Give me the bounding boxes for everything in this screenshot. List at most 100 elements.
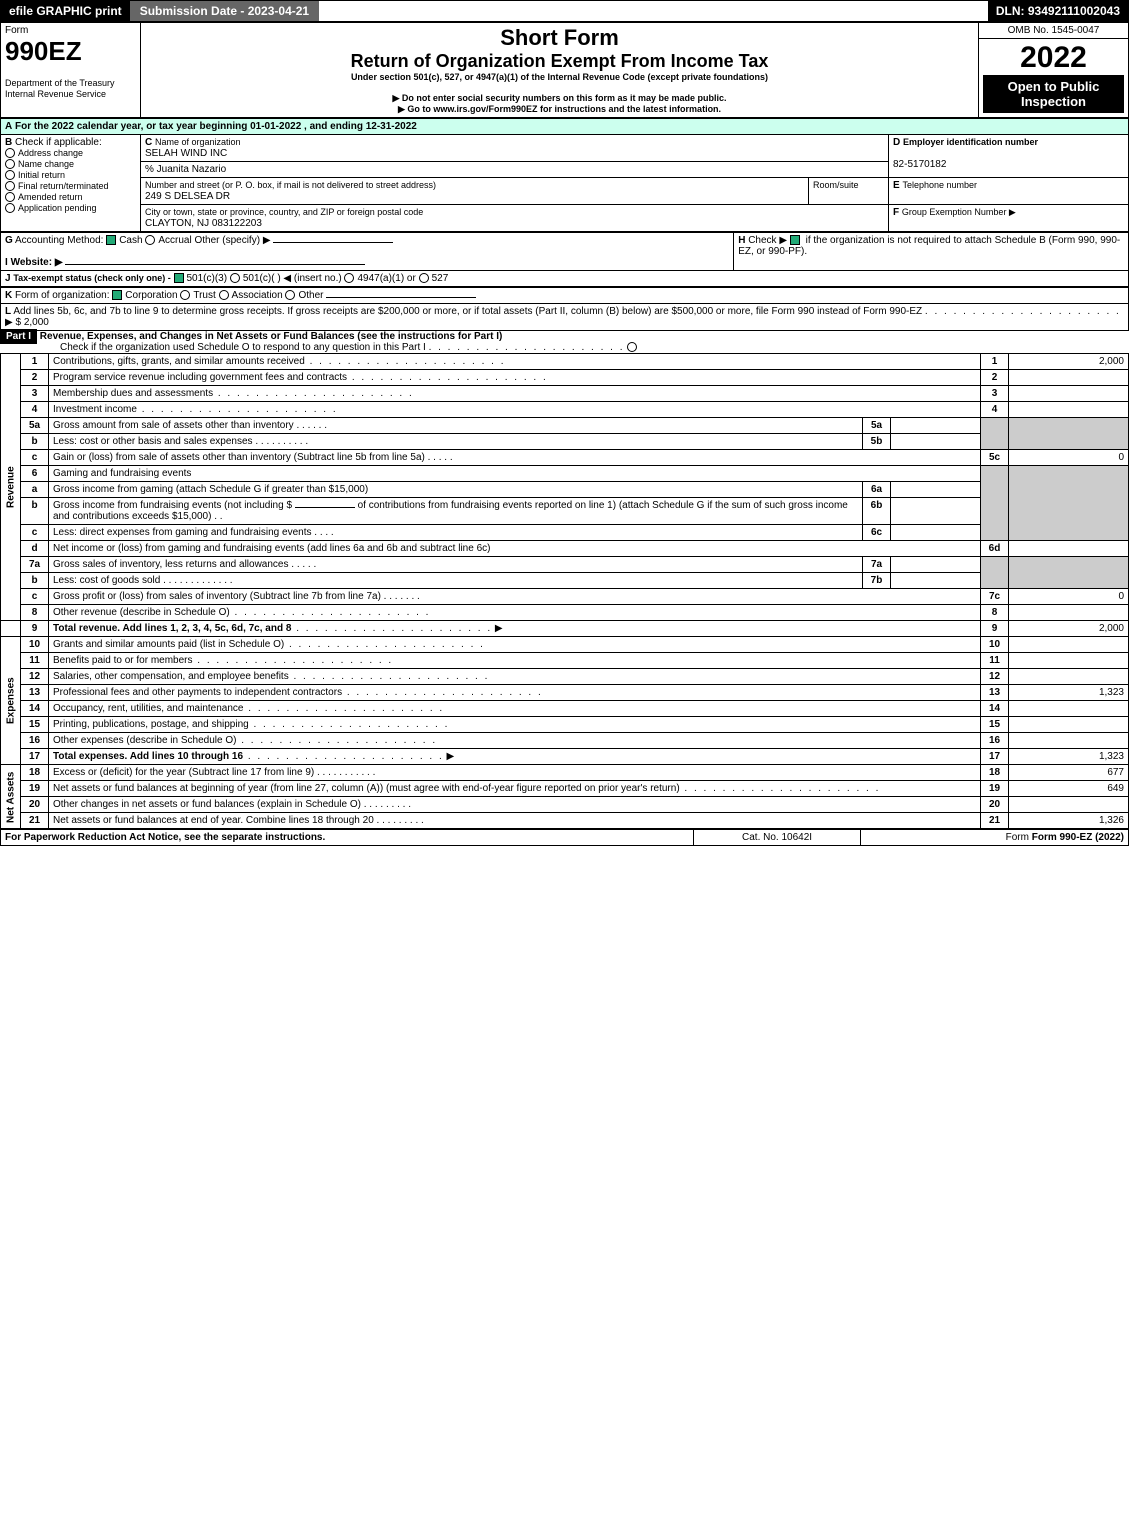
- k-corp: Corporation: [125, 290, 177, 301]
- line-9-text: Total revenue. Add lines 1, 2, 3, 4, 5c,…: [53, 623, 291, 634]
- expenses-section-label: Expenses: [1, 637, 21, 765]
- subval-6c: [891, 525, 981, 541]
- label-j: J: [5, 273, 11, 284]
- g-cash: Cash: [119, 235, 142, 246]
- schedule-o-checkbox[interactable]: [627, 342, 637, 352]
- line-8-text: Other revenue (describe in Schedule O): [53, 607, 230, 618]
- label-a: A: [5, 121, 12, 132]
- box-2: 2: [981, 370, 1009, 386]
- l-arrow: ▶ $: [5, 317, 21, 328]
- lineno-10: 10: [21, 637, 49, 653]
- val-2: [1009, 370, 1129, 386]
- label-c: C: [145, 137, 152, 148]
- lineno-6: 6: [21, 466, 49, 482]
- 527-checkbox[interactable]: [419, 273, 429, 283]
- efile-label[interactable]: efile GRAPHIC print: [1, 1, 130, 21]
- gray-6b: [1009, 466, 1129, 541]
- address-change-checkbox[interactable]: [5, 148, 15, 158]
- corp-checkbox[interactable]: [112, 290, 122, 300]
- subval-6b: [891, 498, 981, 525]
- line-17-text: Total expenses. Add lines 10 through 16: [53, 751, 243, 762]
- lineno-16: 16: [21, 733, 49, 749]
- short-form-title: Short Form: [145, 25, 974, 51]
- g-text: Accounting Method:: [15, 235, 103, 246]
- lineno-20: 20: [21, 797, 49, 813]
- initial-return-checkbox[interactable]: [5, 170, 15, 180]
- val-20: [1009, 797, 1129, 813]
- k-trust: Trust: [193, 290, 215, 301]
- accrual-checkbox[interactable]: [145, 235, 155, 245]
- gray-5: [981, 418, 1009, 450]
- main-title: Return of Organization Exempt From Incom…: [145, 51, 974, 72]
- netassets-section-label: Net Assets: [1, 765, 21, 829]
- val-18: 677: [1009, 765, 1129, 781]
- name-change-checkbox[interactable]: [5, 159, 15, 169]
- city-value: CLAYTON, NJ 083122203: [145, 218, 262, 229]
- lineno-4: 4: [21, 402, 49, 418]
- dept-label: Department of the Treasury Internal Reve…: [5, 78, 115, 99]
- box-5c: 5c: [981, 450, 1009, 466]
- cash-checkbox[interactable]: [106, 235, 116, 245]
- box-10: 10: [981, 637, 1009, 653]
- val-14: [1009, 701, 1129, 717]
- 501c3-checkbox[interactable]: [174, 273, 184, 283]
- b-item-0: Address change: [18, 148, 83, 158]
- line-1-text: Contributions, gifts, grants, and simila…: [53, 356, 305, 367]
- lineno-8: 8: [21, 605, 49, 621]
- dln-label: DLN: 93492111002043: [988, 1, 1128, 21]
- other-checkbox[interactable]: [285, 290, 295, 300]
- lineno-2: 2: [21, 370, 49, 386]
- g-other: Other (specify) ▶: [194, 235, 270, 246]
- line-11-text: Benefits paid to or for members: [53, 655, 193, 666]
- k-text: Form of organization:: [15, 290, 110, 301]
- line-6c-text: Less: direct expenses from gaming and fu…: [53, 527, 311, 538]
- room-label: Room/suite: [813, 180, 859, 190]
- box-12: 12: [981, 669, 1009, 685]
- lineno-18: 18: [21, 765, 49, 781]
- j-527: 527: [432, 273, 449, 284]
- line-19-text: Net assets or fund balances at beginning…: [53, 783, 680, 794]
- final-return-checkbox[interactable]: [5, 181, 15, 191]
- topbar: efile GRAPHIC print Submission Date - 20…: [0, 0, 1129, 22]
- application-pending-checkbox[interactable]: [5, 203, 15, 213]
- assoc-checkbox[interactable]: [219, 290, 229, 300]
- subval-7b: [891, 573, 981, 589]
- lineno-11: 11: [21, 653, 49, 669]
- sub-7b: 7b: [863, 573, 891, 589]
- line-7c-text: Gross profit or (loss) from sales of inv…: [53, 591, 381, 602]
- lineno-6d: d: [21, 541, 49, 557]
- f-heading: Group Exemption Number ▶: [902, 207, 1016, 217]
- schedule-b-checkbox[interactable]: [790, 235, 800, 245]
- lineno-12: 12: [21, 669, 49, 685]
- street-value: 249 S DELSEA DR: [145, 191, 230, 202]
- label-l: L: [5, 306, 11, 317]
- spacer: [319, 1, 988, 21]
- section-ghij: G Accounting Method: Cash Accrual Other …: [0, 232, 1129, 287]
- label-d: D: [893, 137, 900, 148]
- footer-table: For Paperwork Reduction Act Notice, see …: [0, 829, 1129, 846]
- lineno-6c: c: [21, 525, 49, 541]
- lineno-15: 15: [21, 717, 49, 733]
- amended-return-checkbox[interactable]: [5, 192, 15, 202]
- subval-6a: [891, 482, 981, 498]
- org-name: SELAH WIND INC: [145, 148, 227, 159]
- val-12: [1009, 669, 1129, 685]
- box-20: 20: [981, 797, 1009, 813]
- b-heading: Check if applicable:: [15, 137, 102, 148]
- val-7c: 0: [1009, 589, 1129, 605]
- footer-left: For Paperwork Reduction Act Notice, see …: [1, 830, 694, 846]
- gray-7b: [1009, 557, 1129, 589]
- line-16-text: Other expenses (describe in Schedule O): [53, 735, 236, 746]
- line-5c-text: Gain or (loss) from sale of assets other…: [53, 452, 425, 463]
- box-19: 19: [981, 781, 1009, 797]
- box-6d: 6d: [981, 541, 1009, 557]
- val-8: [1009, 605, 1129, 621]
- 501c-checkbox[interactable]: [230, 273, 240, 283]
- 4947-checkbox[interactable]: [344, 273, 354, 283]
- lineno-1: 1: [21, 354, 49, 370]
- open-to-public: Open to Public Inspection: [983, 75, 1124, 113]
- trust-checkbox[interactable]: [180, 290, 190, 300]
- lineno-5c: c: [21, 450, 49, 466]
- val-6d: [1009, 541, 1129, 557]
- revenue-section-label: Revenue: [1, 354, 21, 621]
